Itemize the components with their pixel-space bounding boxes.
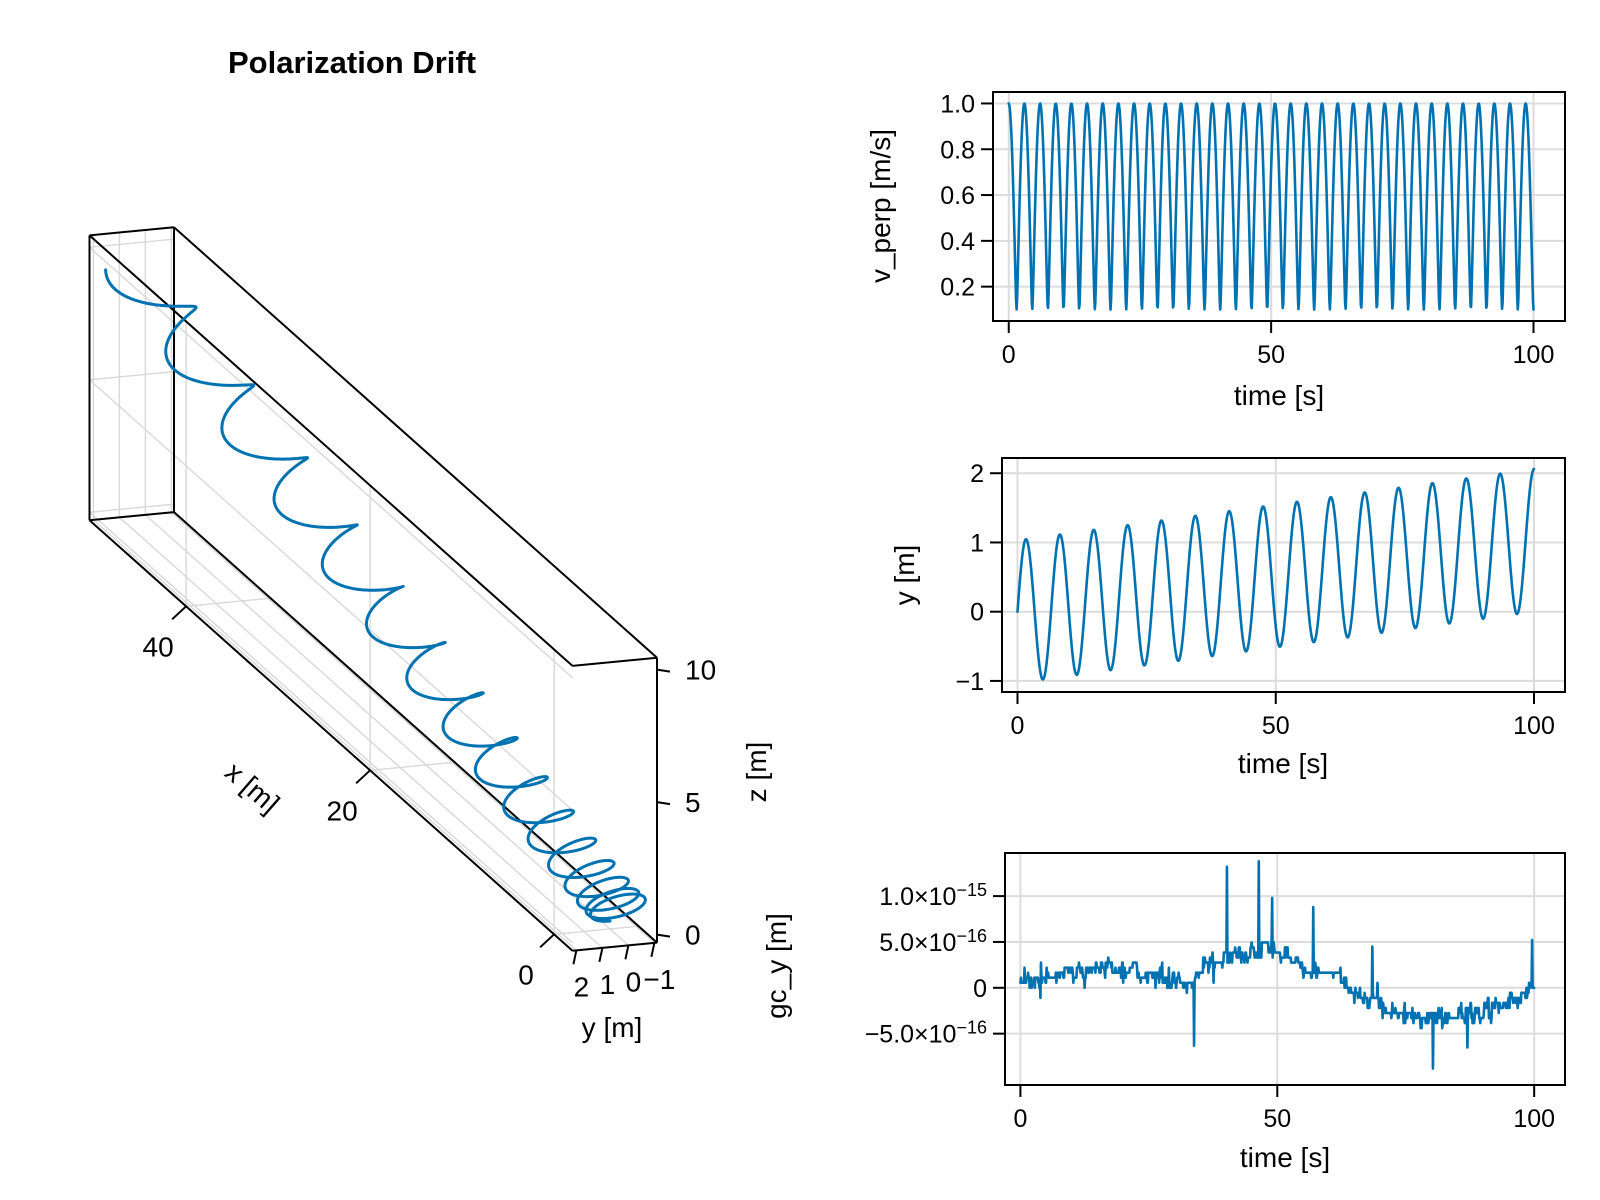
svg-text:0: 0	[1011, 712, 1025, 740]
svg-text:2: 2	[574, 971, 590, 1002]
svg-text:2: 2	[970, 460, 984, 488]
svg-text:0.4: 0.4	[940, 228, 975, 256]
vperp-y-axis-label: v_perp [m/s]	[865, 128, 896, 284]
svg-text:0: 0	[970, 599, 984, 627]
svg-text:0.8: 0.8	[940, 136, 975, 164]
yplot-x-axis-label: time [s]	[1237, 748, 1329, 779]
svg-text:50: 50	[1257, 341, 1285, 369]
svg-text:1.0×10−15: 1.0×10−15	[879, 880, 987, 911]
svg-text:0: 0	[1013, 1105, 1027, 1133]
svg-text:20: 20	[327, 795, 358, 826]
svg-text:100: 100	[1513, 341, 1555, 369]
svg-text:−5.0×10−16: −5.0×10−16	[865, 1018, 987, 1049]
svg-text:50: 50	[1263, 1105, 1291, 1133]
svg-text:50: 50	[1262, 712, 1290, 740]
svg-text:−1: −1	[643, 964, 675, 995]
svg-text:1: 1	[970, 529, 984, 557]
svg-text:5.0×10−16: 5.0×10−16	[879, 926, 987, 957]
svg-text:100: 100	[1513, 1105, 1555, 1133]
svg-text:0: 0	[973, 975, 987, 1003]
plot3d-z-axis-label: z [m]	[741, 741, 772, 803]
svg-text:40: 40	[143, 631, 174, 662]
svg-text:−1: −1	[955, 668, 984, 696]
svg-text:5: 5	[685, 787, 701, 818]
svg-text:100: 100	[1513, 712, 1555, 740]
svg-text:0: 0	[1002, 341, 1016, 369]
yplot-y-axis-label: y [m]	[889, 544, 920, 606]
svg-text:0.2: 0.2	[940, 274, 975, 302]
svg-text:10: 10	[685, 655, 716, 686]
svg-text:0: 0	[626, 966, 642, 997]
svg-text:1: 1	[600, 969, 616, 1000]
plot3d-y-axis-label: y [m]	[581, 1012, 643, 1043]
svg-text:1.0: 1.0	[940, 90, 975, 118]
svg-text:0: 0	[685, 920, 701, 951]
gcy-x-axis-label: time [s]	[1239, 1142, 1331, 1173]
svg-text:0: 0	[518, 959, 534, 990]
gcy-y-axis-label: gc_y [m]	[761, 913, 792, 1019]
figure-title: Polarization Drift	[228, 45, 477, 80]
svg-text:0.6: 0.6	[940, 182, 975, 210]
vperp-x-axis-label: time [s]	[1233, 380, 1325, 411]
